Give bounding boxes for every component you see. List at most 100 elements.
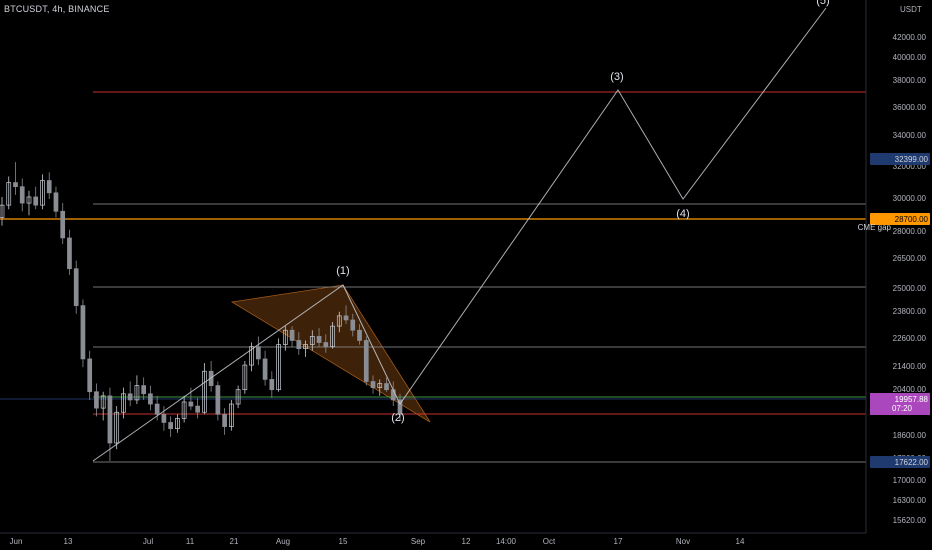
price-tick-label: 30000.00 [893,194,927,203]
wave-label: (4) [676,208,689,220]
wave-labels: (1) (2) (3) (4) (5) [336,0,829,424]
candle-body [188,401,194,407]
candle-body [235,389,241,405]
current-price-value: 19957.88 [895,395,929,404]
candle-body [350,319,356,331]
candle-body [202,370,207,413]
candle-body [19,186,25,204]
candle-body [343,315,349,321]
cme-gap-price-tag: 28700.00 [895,215,929,224]
candle-body [282,329,288,345]
price-tick-label: 18600.00 [893,431,927,440]
candle-body [53,192,59,212]
high-price-tag-bg [870,153,930,165]
candle-body [26,196,32,204]
candle-body [80,305,86,360]
candle-body [67,237,72,270]
candle-body [100,395,106,409]
candle-body [73,268,79,306]
time-axis: Jun 13 Jul 11 21 Aug 15 Sep 12 14:00 Oct 17 Nov 14 [0,532,866,546]
candle-body [154,403,160,415]
low-price-tag-bg [870,456,930,468]
price-axis-unit: USDT [900,5,922,14]
candle-body [269,379,275,391]
time-tick-label: 14 [736,537,745,546]
candle-body [222,413,227,427]
candle-body [262,358,268,380]
time-tick-label: Nov [676,537,690,546]
wave-path [92,7,827,462]
candle-body [242,364,248,391]
fibonacci-levels: 2.6181.61810.6180.3330.2360 [0,91,866,463]
time-tick-label: 17 [614,537,623,546]
price-tick-label: 23800.00 [893,307,927,316]
low-price-tag: 17622.00 [895,458,929,467]
candle-body [141,385,147,395]
price-tick-label: 34000.00 [893,131,927,140]
candle-body [377,383,383,388]
candle-body [60,210,66,239]
candle-body [13,182,18,188]
time-tick-label: Aug [276,537,290,546]
price-tick-label: 36000.00 [893,103,927,112]
candle-body [370,381,376,388]
wave-label: (2) [391,412,404,424]
candle-body [255,346,261,360]
candle-body [215,385,221,415]
candle-body [296,340,302,350]
candle-body [323,342,329,347]
candle-body [303,344,308,350]
candle-body [229,403,234,427]
candle-body [161,413,167,423]
candle-body [195,405,200,413]
candle-body [249,346,254,366]
candle-body [309,336,315,345]
candle-body [390,389,396,401]
candle-body [330,325,335,347]
candle-body [40,180,45,206]
symbol-title: BTCUSDT, 4h, BINANCE [4,4,110,14]
candle-body [33,196,39,206]
time-tick-label: 21 [230,537,239,546]
candle-body [276,344,281,391]
candle-body [168,422,173,429]
price-tick-label: 15620.00 [893,516,927,525]
price-tick-label: 21400.00 [893,362,927,371]
time-tick-label: 15 [339,537,348,546]
candle-body [336,315,342,327]
candle-body [127,393,133,401]
wave-label: (5) [816,0,829,7]
time-tick-label: Jun [10,537,23,546]
price-tick-label: 25000.00 [893,284,927,293]
candle-body [0,204,5,218]
candle-body [134,385,140,401]
candle-body [94,391,99,409]
candle-body [87,358,93,393]
time-tick-label: 12 [462,537,471,546]
price-tick-label: 26500.00 [893,254,927,263]
price-tick-label: 42000.00 [893,33,927,42]
elliott-wave-projection [92,7,827,462]
candle-body [397,399,403,415]
candle-body [316,336,322,343]
price-tick-label: 40000.00 [893,53,927,62]
price-tick-label: 16300.00 [893,496,927,505]
time-tick-label: Sep [411,537,426,546]
current-price-countdown: 07:20 [892,404,913,413]
candle-body [121,393,126,413]
cme-gap-label: CME gap [858,223,892,232]
candle-series [0,162,403,461]
time-tick-label: 13 [64,537,73,546]
price-tick-label: 20400.00 [893,385,927,394]
candle-body [46,180,52,194]
price-tick-label: 28000.00 [893,227,927,236]
candle-body [181,401,187,419]
candle-body [289,329,295,341]
time-tick-label: Jul [143,537,153,546]
price-tick-label: 22600.00 [893,334,927,343]
price-tick-label: 17000.00 [893,476,927,485]
candle-body [114,411,120,444]
candle-body [384,383,389,391]
